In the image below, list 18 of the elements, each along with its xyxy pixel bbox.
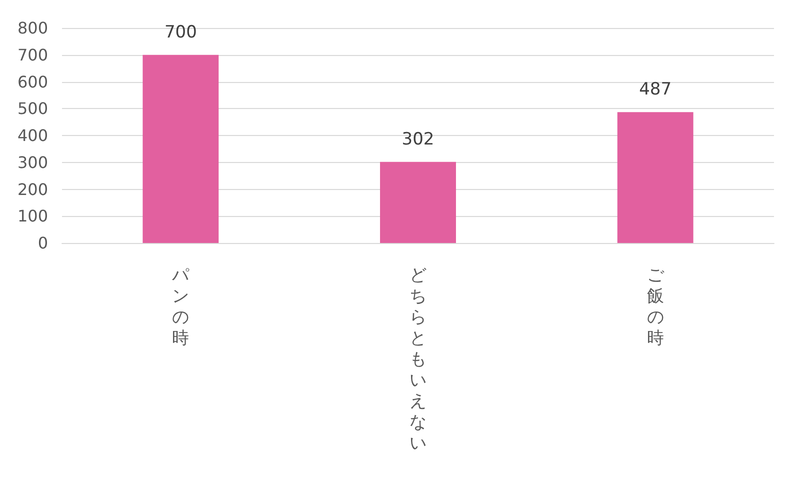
y-tick-label: 200 — [17, 180, 48, 199]
bar — [142, 54, 219, 243]
category-label: どちらともいえない — [410, 266, 426, 454]
data-label: 700 — [164, 22, 197, 42]
x-tick-label: ご飯の時 — [646, 266, 665, 348]
y-tick-label: 400 — [17, 126, 48, 145]
y-tick-label: 800 — [17, 18, 48, 38]
data-label: 302 — [402, 129, 434, 150]
x-tick-label: パンの時 — [171, 266, 190, 348]
bar — [617, 112, 694, 243]
y-tick-label: 600 — [17, 72, 48, 92]
y-tick-label: 500 — [17, 99, 48, 118]
y-tick-label: 300 — [17, 152, 48, 172]
bar — [380, 162, 456, 243]
data-label: 487 — [639, 80, 672, 100]
y-tick-label: 700 — [17, 45, 48, 64]
y-tick-label: 100 — [17, 206, 48, 226]
y-tick-label: 0 — [38, 234, 48, 252]
